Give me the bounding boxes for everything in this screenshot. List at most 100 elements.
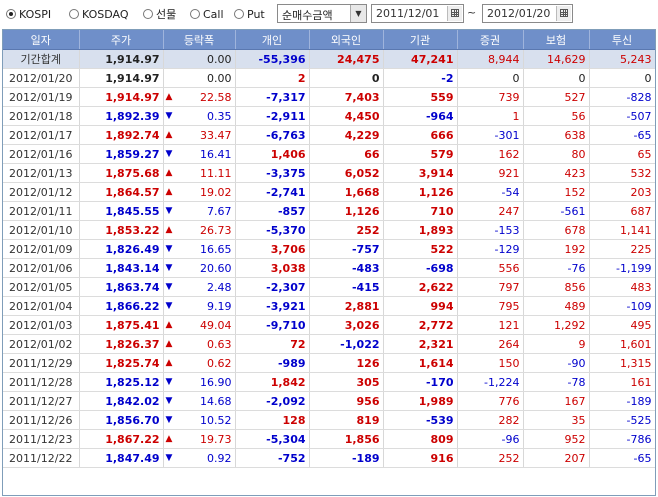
table-row[interactable]: 2011/12/22 1,847.49 ▼ 0.92 -752 -189 916 252 207… [3,448,655,468]
individual-cell: 2 [235,68,310,88]
table-row[interactable]: 2012/01/16 1,859.27 ▼ 16.41 1,406 66 579 162 80 6… [3,144,655,164]
table-row[interactable]: 2011/12/26 1,856.70 ▼ 10.52 128 819 -539 282 35 -… [3,410,655,430]
price-cell: 1,847.49 [79,448,164,468]
price-cell: 1,863.74 [79,277,164,297]
table-row[interactable]: 2012/01/06 1,843.14 ▼ 20.60 3,038 -483 -698 556… [3,258,655,278]
table-row[interactable]: 2012/01/18 1,892.39 ▼ 0.35 -2,911 4,450 -964 1 5… [3,106,655,126]
insurance-cell-text: 952 [564,432,586,446]
trust-cell-text: 1,601 [620,337,652,351]
table-row[interactable]: 2011/12/27 1,842.02 ▼ 14.68 -2,092 956 1,989 77… [3,391,655,411]
table-row[interactable]: 2012/01/17 1,892.74 ▲ 33.47 -6,763 4,229 666 -3… [3,125,655,145]
table-row[interactable]: 2012/01/20 1,914.97 0.00 2 0 -2 0 0 0 [3,68,655,88]
individual-cell-text: -857 [277,204,306,218]
radio-put[interactable]: Put [234,6,265,22]
header-col-price[interactable]: 주가 [79,30,164,50]
date-cell: 2012/01/09 [3,239,80,259]
securities-cell: -129 [457,239,524,259]
change-cell-text: 0.63 [207,337,232,351]
change-cell-text: 0.62 [207,356,232,370]
calendar-icon[interactable] [447,6,462,21]
header-col-date[interactable]: 일자 [3,30,80,50]
header-col-institution[interactable]: 기관 [383,30,458,50]
end-date-field[interactable]: 2012/01/20 [482,4,573,23]
table-row[interactable]: 2012/01/11 1,845.55 ▼ 7.67 -857 1,126 710 247 -5… [3,201,655,221]
radio-call[interactable]: Call [190,6,224,22]
change-cell-text: 7.67 [207,204,232,218]
date-cell-text: 2011/12/22 [9,451,73,465]
summary-row[interactable]: 기간합계 1,914.97 0.00 -55,396 24,475 47,241 8,944… [3,49,655,69]
table-row[interactable]: 2012/01/09 1,826.49 ▼ 16.65 3,706 -757 522 -129… [3,239,655,259]
header-col-change[interactable]: 등락폭 [163,30,236,50]
institution-cell: -2 [383,68,458,88]
chevron-down-icon[interactable]: ▼ [350,5,366,22]
individual-cell: -3,375 [235,163,310,183]
insurance-cell-text: 0 [578,71,586,85]
header-col-insurance[interactable]: 보험 [523,30,590,50]
individual-cell: -6,763 [235,125,310,145]
table-row[interactable]: 2011/12/28 1,825.12 ▼ 16.90 1,842 305 -170 -1,2… [3,372,655,392]
price-cell: 1,866.22 [79,296,164,316]
start-date-field[interactable]: 2011/12/01 [371,4,464,23]
date-cell: 2012/01/12 [3,182,80,202]
trust-cell-text: 495 [630,318,652,332]
foreign-cell-text: 1,668 [344,185,380,199]
header-col-securities[interactable]: 증권 [457,30,524,50]
price-cell: 1,914.97 [79,49,164,69]
individual-cell-text: -2,092 [266,394,306,408]
table-row[interactable]: 2012/01/03 1,875.41 ▲ 49.04 -9,710 3,026 2,772… [3,315,655,335]
trust-cell-text: -525 [626,413,652,427]
table-row[interactable]: 2011/12/23 1,867.22 ▲ 19.73 -5,304 1,856 809 -9… [3,429,655,449]
header-col-trust[interactable]: 투신 [589,30,655,50]
securities-cell: 264 [457,334,524,354]
header-col-individual[interactable]: 개인 [235,30,310,50]
date-cell: 2011/12/29 [3,353,80,373]
date-cell-text: 2012/01/19 [9,90,73,104]
insurance-cell: 207 [523,448,590,468]
triangle-down-icon: ▼ [165,396,173,406]
price-cell-text: 1,825.74 [105,356,160,370]
calendar-icon[interactable] [556,6,571,21]
securities-cell: 282 [457,410,524,430]
radio-futures[interactable]: 선물 [143,6,176,22]
date-cell-text: 2011/12/27 [9,394,73,408]
table-row[interactable]: 2012/01/04 1,866.22 ▼ 9.19 -3,921 2,881 994 795… [3,296,655,316]
table-row[interactable]: 2012/01/02 1,826.37 ▲ 0.63 72 -1,022 2,321 264 9… [3,334,655,354]
insurance-cell: 638 [523,125,590,145]
insurance-cell: 152 [523,182,590,202]
institution-cell-text: -170 [425,375,454,389]
insurance-cell-text: 856 [564,280,586,294]
individual-cell-text: 3,038 [270,261,306,275]
triangle-up-icon: ▲ [165,358,173,368]
change-cell: ▼ 9.19 [163,296,236,316]
securities-cell: 252 [457,448,524,468]
institution-cell: 522 [383,239,458,259]
table-row[interactable]: 2011/12/29 1,825.74 ▲ 0.62 -989 126 1,614 150 -9… [3,353,655,373]
foreign-cell-text: 819 [356,413,380,427]
amount-type-select[interactable]: 순매수금액 ▼ [277,4,367,23]
price-cell-text: 1,892.39 [105,109,160,123]
price-cell: 1,867.22 [79,429,164,449]
individual-cell: -2,911 [235,106,310,126]
securities-cell-text: 247 [498,204,520,218]
individual-cell-text: -3,375 [266,166,306,180]
individual-cell: 3,706 [235,239,310,259]
table-row[interactable]: 2012/01/05 1,863.74 ▼ 2.48 -2,307 -415 2,622 79… [3,277,655,297]
triangle-up-icon: ▲ [165,130,173,140]
securities-cell: 247 [457,201,524,221]
foreign-cell: 0 [309,68,384,88]
date-cell-text: 2012/01/11 [9,204,73,218]
securities-cell-text: 150 [498,356,520,370]
table-row[interactable]: 2012/01/10 1,853.22 ▲ 26.73 -5,370 252 1,893 -1… [3,220,655,240]
investor-trading-grid[interactable]: 일자 주가 등락폭 개인 외국인 기관 증권 보험 투신 기간합계 1,914.97 0.00 -55… [2,29,656,496]
date-cell-text: 2012/01/18 [9,109,73,123]
trust-cell-text: -786 [626,432,652,446]
table-row[interactable]: 2012/01/19 1,914.97 ▲ 22.58 -7,317 7,403 559 73… [3,87,655,107]
table-row[interactable]: 2012/01/13 1,875.68 ▲ 11.11 -3,375 6,052 3,914… [3,163,655,183]
header-col-foreign[interactable]: 외국인 [309,30,384,50]
change-cell: ▼ 16.90 [163,372,236,392]
table-row[interactable]: 2012/01/12 1,864.57 ▲ 19.02 -2,741 1,668 1,126… [3,182,655,202]
radio-kosdaq[interactable]: KOSDAQ [69,6,129,22]
insurance-cell: 678 [523,220,590,240]
radio-kospi[interactable]: KOSPI [6,6,51,22]
securities-cell-text: -301 [494,128,520,142]
